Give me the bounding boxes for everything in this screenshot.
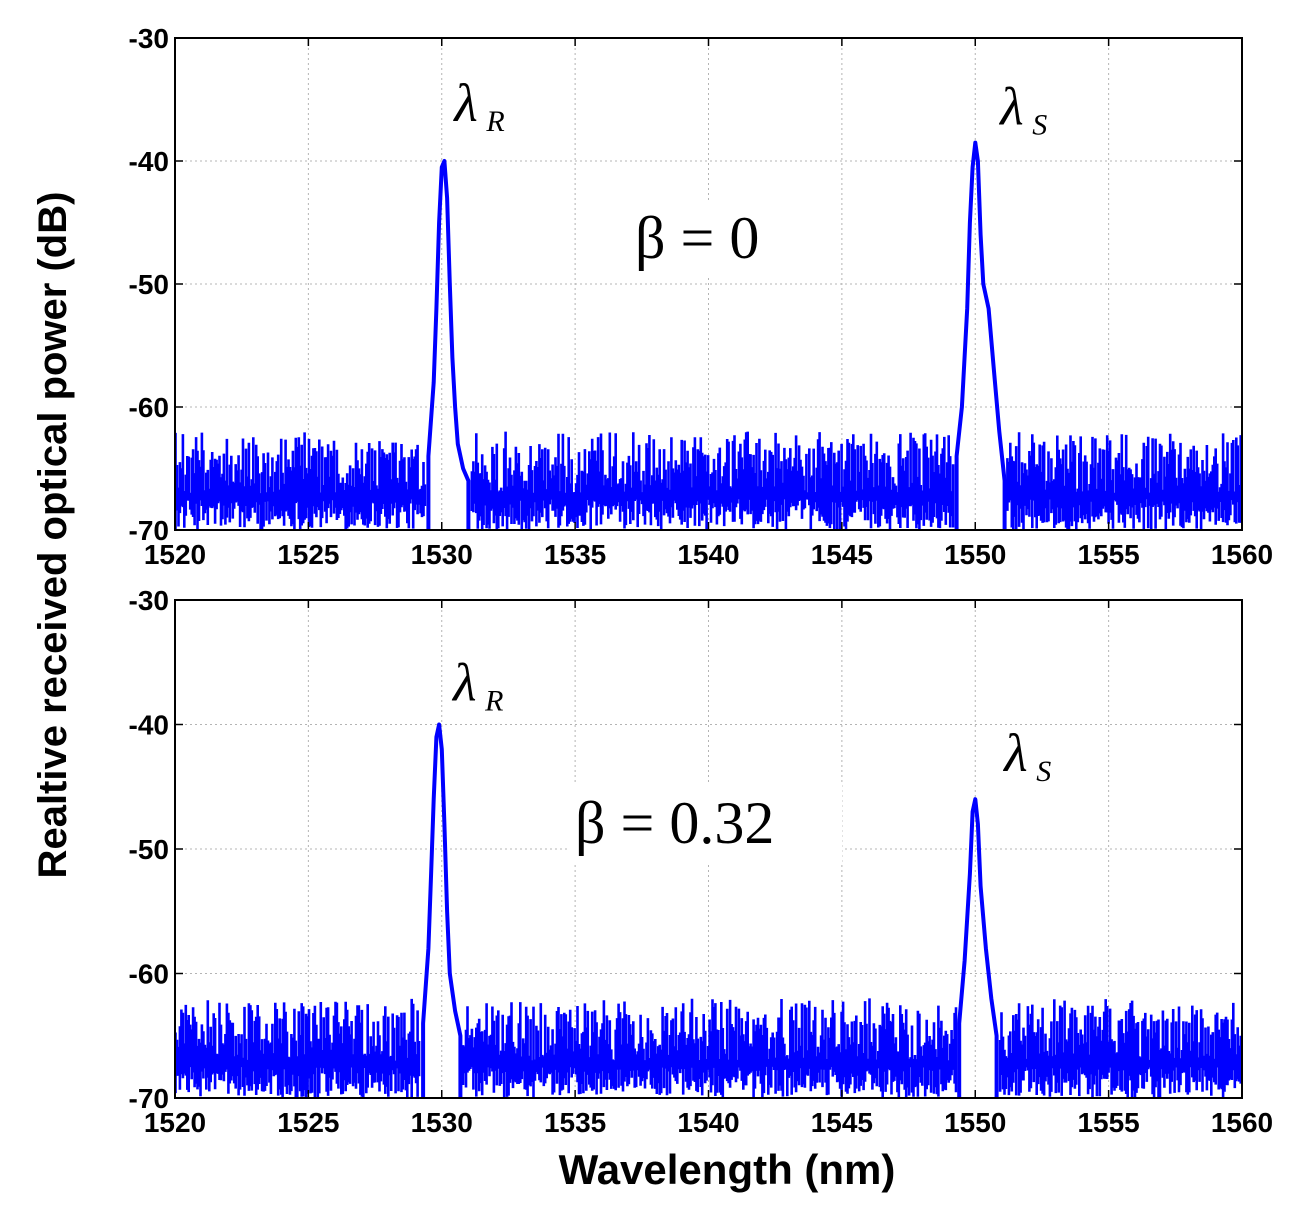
x-tick-label: 1535: [544, 539, 606, 570]
spectrum-peak-r: [421, 722, 463, 1098]
peak-label-lambda: λ: [998, 77, 1023, 137]
y-tick-label: -40: [129, 710, 169, 741]
annotation-background: [627, 200, 807, 278]
peak-label-subscript: S: [1036, 755, 1051, 788]
x-tick-label: 1525: [277, 1107, 339, 1138]
top-panel: 1520 1525 1530 1535 1540 1545 1550 1555 1560 -30 -…: [129, 23, 1274, 570]
peak-label-subscript: R: [484, 685, 503, 718]
x-tick-label: 1545: [811, 539, 873, 570]
x-tick-label: 1530: [411, 1107, 473, 1138]
x-tick-label: 1545: [811, 1107, 873, 1138]
peak-label-subscript: R: [485, 105, 504, 138]
spectrum-peak-r: [426, 159, 471, 530]
y-tick-label: -30: [129, 585, 169, 616]
peak-label-lambda: λ: [452, 73, 477, 133]
y-axis-label: Realtive received optical power (dB): [31, 192, 75, 879]
y-tick-label: -50: [129, 834, 169, 865]
x-axis-label: Wavelength (nm): [559, 1146, 896, 1193]
x-tick-label: 1535: [544, 1107, 606, 1138]
beta-annotation: β = 0.32: [575, 790, 774, 856]
x-tick-label: 1520: [144, 1107, 206, 1138]
y-tick-label: -40: [129, 146, 169, 177]
peak-label-lambda: λ: [451, 653, 476, 713]
spectrum-peak-s: [954, 140, 1007, 530]
annotation-background: [567, 785, 842, 863]
y-tick-label: -50: [129, 269, 169, 300]
x-tick-label: 1555: [1077, 539, 1139, 570]
x-tick-label: 1555: [1077, 1107, 1139, 1138]
spectrum-peak-s: [957, 797, 999, 1098]
y-tick-label: -70: [129, 1083, 169, 1114]
beta-annotation: β = 0: [635, 205, 759, 271]
noise-floor: [174, 431, 1242, 530]
peak-label-lambda: λ: [1002, 723, 1027, 783]
y-tick-label: -30: [129, 23, 169, 54]
peak-label-subscript: S: [1032, 109, 1047, 142]
noise-floor: [174, 998, 1242, 1098]
x-tick-label: 1550: [944, 539, 1006, 570]
x-tick-label: 1540: [677, 1107, 739, 1138]
y-tick-label: -60: [129, 959, 169, 990]
x-tick-label: 1530: [411, 539, 473, 570]
y-tick-label: -60: [129, 392, 169, 423]
y-tick-label: -70: [129, 515, 169, 546]
x-tick-label: 1560: [1211, 539, 1273, 570]
x-tick-label: 1540: [677, 539, 739, 570]
bottom-panel: 1520 1525 1530 1535 1540 1545 1550 1555 1560 -30 -…: [129, 585, 1274, 1138]
x-tick-label: 1520: [144, 539, 206, 570]
x-tick-label: 1525: [277, 539, 339, 570]
x-tick-label: 1550: [944, 1107, 1006, 1138]
x-tick-label: 1560: [1211, 1107, 1273, 1138]
